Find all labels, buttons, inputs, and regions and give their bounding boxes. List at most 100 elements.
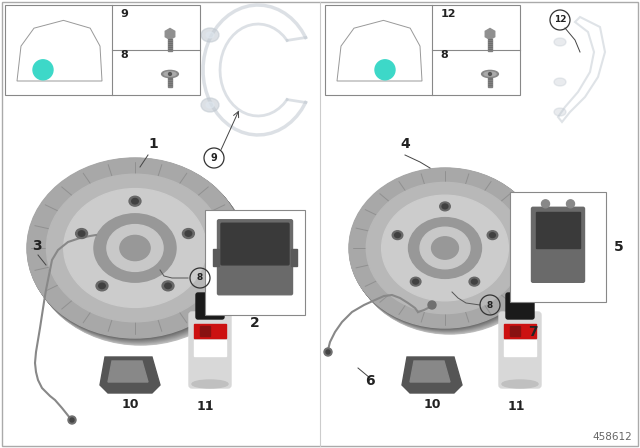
Text: 8: 8: [197, 273, 203, 283]
Bar: [168, 39, 172, 51]
Ellipse shape: [353, 172, 545, 332]
Bar: [291, 249, 297, 266]
Ellipse shape: [76, 228, 88, 238]
Text: 8: 8: [120, 50, 128, 60]
Circle shape: [168, 73, 172, 75]
Ellipse shape: [440, 202, 451, 211]
Bar: [510, 192, 606, 302]
Ellipse shape: [431, 237, 458, 259]
Text: 1: 1: [148, 137, 157, 151]
Circle shape: [324, 348, 332, 356]
Ellipse shape: [351, 171, 543, 331]
Bar: [488, 39, 492, 51]
Text: 6: 6: [365, 374, 375, 388]
Ellipse shape: [107, 224, 163, 271]
FancyBboxPatch shape: [196, 293, 224, 319]
Text: 5: 5: [614, 240, 624, 254]
Ellipse shape: [33, 165, 248, 345]
Bar: [205, 210, 305, 315]
Ellipse shape: [206, 102, 214, 108]
Ellipse shape: [352, 172, 544, 332]
Ellipse shape: [29, 160, 244, 340]
Bar: [194, 340, 226, 356]
Ellipse shape: [354, 174, 546, 334]
Ellipse shape: [161, 70, 179, 78]
Bar: [536, 212, 580, 248]
Ellipse shape: [31, 164, 248, 344]
Bar: [504, 324, 536, 338]
Ellipse shape: [487, 231, 498, 240]
Ellipse shape: [182, 228, 195, 238]
Circle shape: [488, 73, 492, 75]
FancyBboxPatch shape: [506, 293, 534, 319]
Ellipse shape: [554, 108, 566, 116]
Ellipse shape: [554, 38, 566, 46]
Ellipse shape: [164, 72, 176, 76]
Polygon shape: [485, 29, 495, 39]
Ellipse shape: [392, 231, 403, 240]
Ellipse shape: [132, 198, 138, 204]
Ellipse shape: [349, 168, 541, 328]
Ellipse shape: [554, 78, 566, 86]
Ellipse shape: [28, 159, 244, 340]
Bar: [200, 326, 210, 336]
Ellipse shape: [395, 233, 401, 237]
Bar: [168, 77, 172, 86]
Text: 8: 8: [440, 50, 448, 60]
Ellipse shape: [350, 169, 542, 329]
Bar: [218, 292, 226, 298]
Ellipse shape: [31, 163, 247, 343]
Circle shape: [428, 301, 436, 309]
Circle shape: [70, 418, 74, 422]
Ellipse shape: [162, 281, 174, 291]
Ellipse shape: [99, 283, 105, 289]
Text: 4: 4: [400, 137, 410, 151]
Bar: [213, 249, 219, 266]
Ellipse shape: [28, 159, 243, 339]
FancyBboxPatch shape: [531, 207, 584, 282]
Bar: [5, 5, 200, 95]
Ellipse shape: [120, 235, 150, 261]
Ellipse shape: [352, 172, 544, 332]
Ellipse shape: [351, 170, 543, 330]
Ellipse shape: [30, 161, 246, 341]
Text: 8: 8: [487, 301, 493, 310]
Ellipse shape: [353, 173, 545, 333]
Ellipse shape: [469, 277, 479, 286]
Ellipse shape: [192, 380, 228, 388]
Text: 10: 10: [423, 398, 441, 411]
Bar: [528, 292, 536, 298]
Ellipse shape: [185, 231, 191, 236]
Text: 458612: 458612: [592, 432, 632, 442]
Text: 12: 12: [554, 16, 566, 25]
Circle shape: [541, 200, 550, 208]
Text: 11: 11: [197, 400, 214, 413]
Polygon shape: [165, 29, 175, 39]
Ellipse shape: [206, 32, 214, 38]
Text: 7: 7: [528, 325, 538, 339]
Circle shape: [375, 60, 395, 80]
Ellipse shape: [481, 70, 499, 78]
Text: 3: 3: [32, 239, 42, 253]
Ellipse shape: [502, 380, 538, 388]
Ellipse shape: [94, 214, 176, 282]
Text: 2: 2: [250, 316, 260, 330]
Text: 9: 9: [120, 9, 128, 19]
Polygon shape: [108, 361, 148, 382]
Ellipse shape: [32, 164, 248, 345]
Ellipse shape: [420, 227, 470, 269]
FancyBboxPatch shape: [189, 312, 231, 388]
Ellipse shape: [28, 159, 244, 339]
Bar: [488, 77, 492, 86]
Text: 11: 11: [508, 400, 525, 413]
Ellipse shape: [350, 169, 542, 329]
Ellipse shape: [201, 28, 219, 42]
Ellipse shape: [349, 168, 541, 328]
Text: 9: 9: [211, 153, 218, 163]
Bar: [504, 340, 536, 356]
Ellipse shape: [351, 171, 543, 331]
FancyBboxPatch shape: [221, 223, 289, 265]
Ellipse shape: [490, 233, 495, 237]
Ellipse shape: [78, 231, 85, 236]
Ellipse shape: [442, 204, 448, 209]
